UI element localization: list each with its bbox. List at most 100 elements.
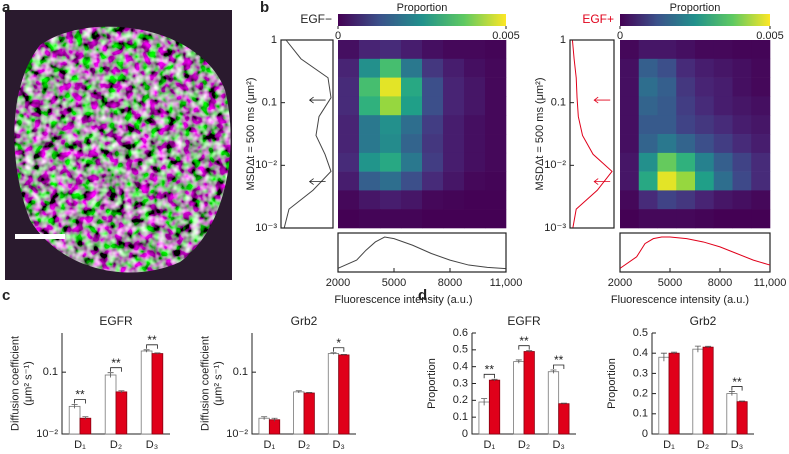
heatmap-cell: [359, 171, 381, 191]
x-tick-label: 11,000: [490, 277, 523, 289]
heatmap-cell: [695, 40, 715, 60]
heatmap-cell: [485, 152, 507, 172]
heatmap-cell: [401, 190, 423, 210]
bar: [668, 352, 680, 435]
error-bar: [491, 378, 498, 381]
heatmap-cell: [638, 77, 658, 97]
heatmap-cell: [732, 77, 752, 97]
heatmap-cell: [713, 58, 733, 78]
bar: [558, 403, 570, 435]
bar: [692, 348, 704, 435]
error-bar: [526, 350, 533, 353]
x-marginal-curve: [337, 236, 507, 270]
bar: [258, 417, 270, 435]
heatmap-cell: [338, 115, 360, 135]
heatmap-cell: [485, 58, 507, 78]
y-tick-label: 0: [462, 428, 468, 440]
heatmap-cell: [485, 209, 507, 229]
x-tick-label: D₂: [697, 439, 709, 451]
significance-bracket: [553, 364, 565, 370]
x-tick-label: 8000: [708, 277, 732, 289]
y-tick-label: 0.5: [633, 327, 648, 339]
y-tick-label: 10⁻²: [36, 428, 58, 440]
chart-title: Grb2: [291, 314, 318, 328]
heatmap-cell: [620, 115, 640, 135]
colorbar-tick-label: 0.005: [492, 30, 520, 42]
heatmap-cell: [676, 190, 696, 210]
heatmap-cell: [620, 40, 640, 60]
heatmap-cell: [695, 115, 715, 135]
heatmap-cell: [359, 58, 381, 78]
y-tick-label: 1: [271, 34, 277, 46]
heatmap-cell: [638, 209, 658, 229]
heatmap-cell: [732, 134, 752, 154]
heatmap-cell: [464, 134, 486, 154]
error-bar: [560, 402, 567, 405]
heatmap-cell: [401, 152, 423, 172]
bar: [104, 374, 117, 435]
panel-label: c: [2, 287, 10, 304]
heatmap-cell: [485, 77, 507, 97]
y-axis-label: MSDΔt = 500 ms (μm²): [245, 77, 257, 190]
significance-label: **: [485, 362, 495, 376]
heatmap-cell: [401, 171, 423, 191]
heatmap-cell: [657, 152, 677, 172]
significance-label: *: [336, 336, 341, 350]
panel-label: d: [418, 287, 427, 304]
y-tick-label: 0.6: [453, 327, 468, 339]
heatmap-cell: [751, 190, 771, 210]
colorbar-label: Proportion: [397, 2, 448, 14]
heatmap-cell: [620, 171, 640, 191]
micrograph: [5, 10, 232, 280]
heatmap-cell: [485, 96, 507, 116]
heatmap-cell: [732, 40, 752, 60]
heatmap-cell: [422, 190, 444, 210]
heatmap-cell: [464, 209, 486, 229]
heatmap-cell: [338, 209, 360, 229]
y-tick-label: 0.1: [43, 366, 58, 378]
colorbar-label: Proportion: [670, 2, 721, 14]
x-tick-label: 5000: [382, 277, 406, 289]
colorbar: [620, 14, 770, 26]
heatmap-cell: [401, 40, 423, 60]
arrow: [593, 178, 611, 185]
heatmap-cell: [338, 96, 360, 116]
error-bar: [306, 392, 313, 394]
heatmap-cell: [695, 58, 715, 78]
significance-bracket: [333, 347, 345, 352]
heatmap-cell: [695, 190, 715, 210]
x-axis-label: Fluorescence intensity (a.u.): [611, 294, 749, 306]
y-tick-label: 0.1: [262, 97, 277, 109]
x-tick-label: D₃: [332, 439, 344, 451]
x-tick-label: 2000: [608, 277, 632, 289]
error-bar: [550, 369, 557, 374]
heatmap-cell: [713, 171, 733, 191]
heatmap-cell: [751, 77, 771, 97]
heatmap-cell: [338, 40, 360, 60]
heatmap-cell: [657, 134, 677, 154]
heatmap-cell: [620, 134, 640, 154]
heatmap-cell: [485, 171, 507, 191]
heatmap-cell: [751, 209, 771, 229]
heatmap-cell: [359, 77, 381, 97]
colorbar-tick-label: 0.005: [756, 30, 784, 42]
heatmap-cell: [380, 115, 402, 135]
chart-title: Grb2: [690, 314, 717, 328]
heatmap-cell: [751, 152, 771, 172]
y-tick-label: 0: [642, 428, 648, 440]
x-marginal-box: [337, 232, 507, 273]
y-tick-label: 0.4: [453, 361, 468, 373]
y-marginal-curve: [571, 39, 613, 229]
y-axis-label: (μm² s⁻¹): [212, 361, 224, 406]
chart-title: EGFR: [99, 314, 133, 328]
y-tick-label: 0.1: [233, 366, 248, 378]
heatmap-cell: [732, 96, 752, 116]
error-bar: [71, 404, 78, 409]
error-bar: [118, 390, 125, 394]
bar: [736, 401, 748, 435]
heatmap-cell: [464, 96, 486, 116]
bar: [523, 351, 535, 435]
bar: [547, 371, 560, 435]
heatmap-cell: [338, 58, 360, 78]
heatmap-cell: [695, 209, 715, 229]
